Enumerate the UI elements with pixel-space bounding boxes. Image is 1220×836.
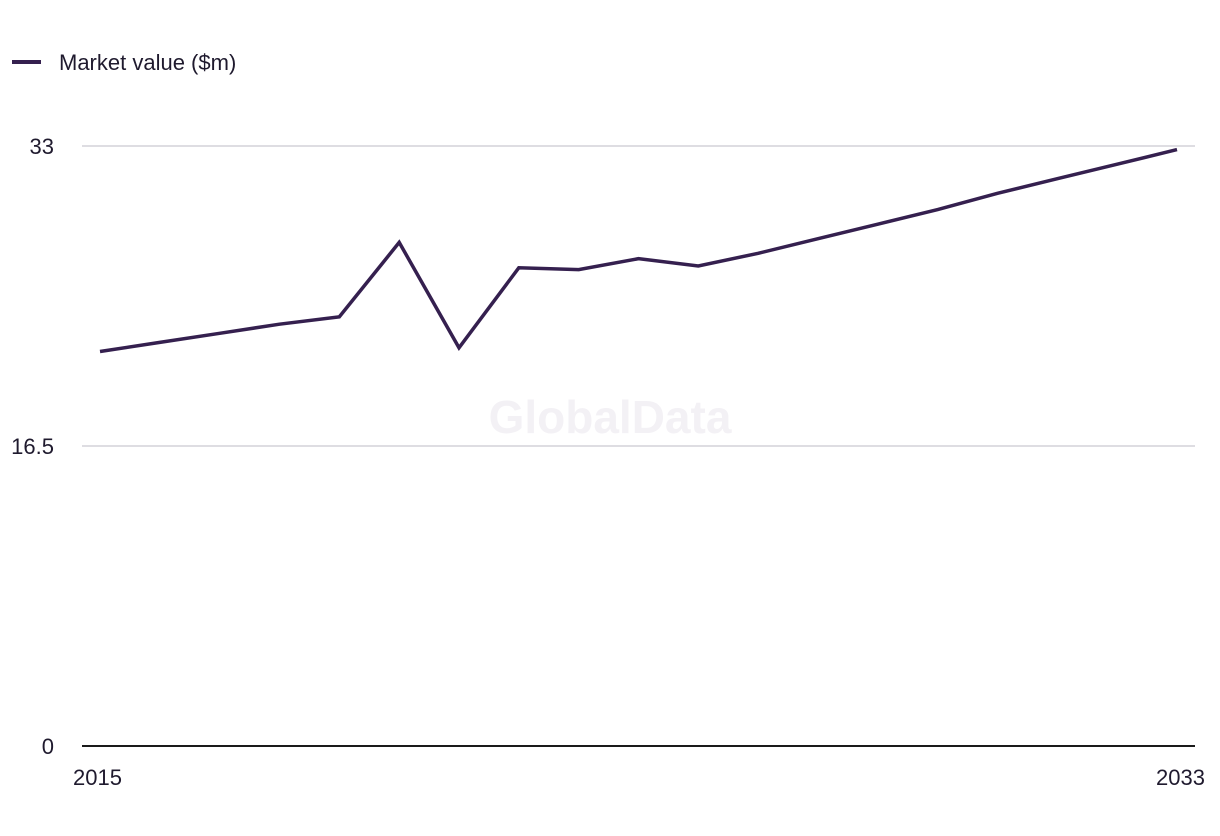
x-tick-label: 2015 bbox=[73, 765, 122, 790]
legend-label: Market value ($m) bbox=[59, 50, 236, 75]
data-point bbox=[996, 192, 999, 195]
data-point bbox=[398, 241, 401, 244]
data-point bbox=[817, 237, 820, 240]
series-points bbox=[99, 148, 1179, 353]
data-point bbox=[218, 332, 221, 335]
x-tick-label: 2033 bbox=[1156, 765, 1205, 790]
data-point bbox=[1056, 177, 1059, 180]
data-point bbox=[1176, 148, 1179, 151]
data-point bbox=[876, 223, 879, 226]
data-point bbox=[338, 315, 341, 318]
y-axis-ticks: 0 16.5 33 bbox=[11, 134, 54, 759]
legend: Market value ($m) bbox=[12, 50, 236, 75]
gridlines bbox=[82, 145, 1195, 447]
data-point bbox=[278, 323, 281, 326]
data-point bbox=[577, 268, 580, 271]
data-point bbox=[1116, 163, 1119, 166]
data-point bbox=[697, 265, 700, 268]
x-axis-ticks: 2015 2033 bbox=[73, 765, 1205, 790]
y-tick-label: 0 bbox=[42, 734, 54, 759]
watermark: GlobalData bbox=[489, 391, 732, 443]
series-line-market-value bbox=[99, 147, 1178, 354]
data-point bbox=[99, 350, 102, 353]
data-point bbox=[158, 341, 161, 344]
data-point bbox=[517, 266, 520, 269]
data-point bbox=[936, 208, 939, 211]
data-point bbox=[757, 252, 760, 255]
data-point bbox=[637, 257, 640, 260]
y-tick-label: 16.5 bbox=[11, 434, 54, 459]
data-point bbox=[458, 346, 461, 349]
y-tick-label: 33 bbox=[30, 134, 54, 159]
